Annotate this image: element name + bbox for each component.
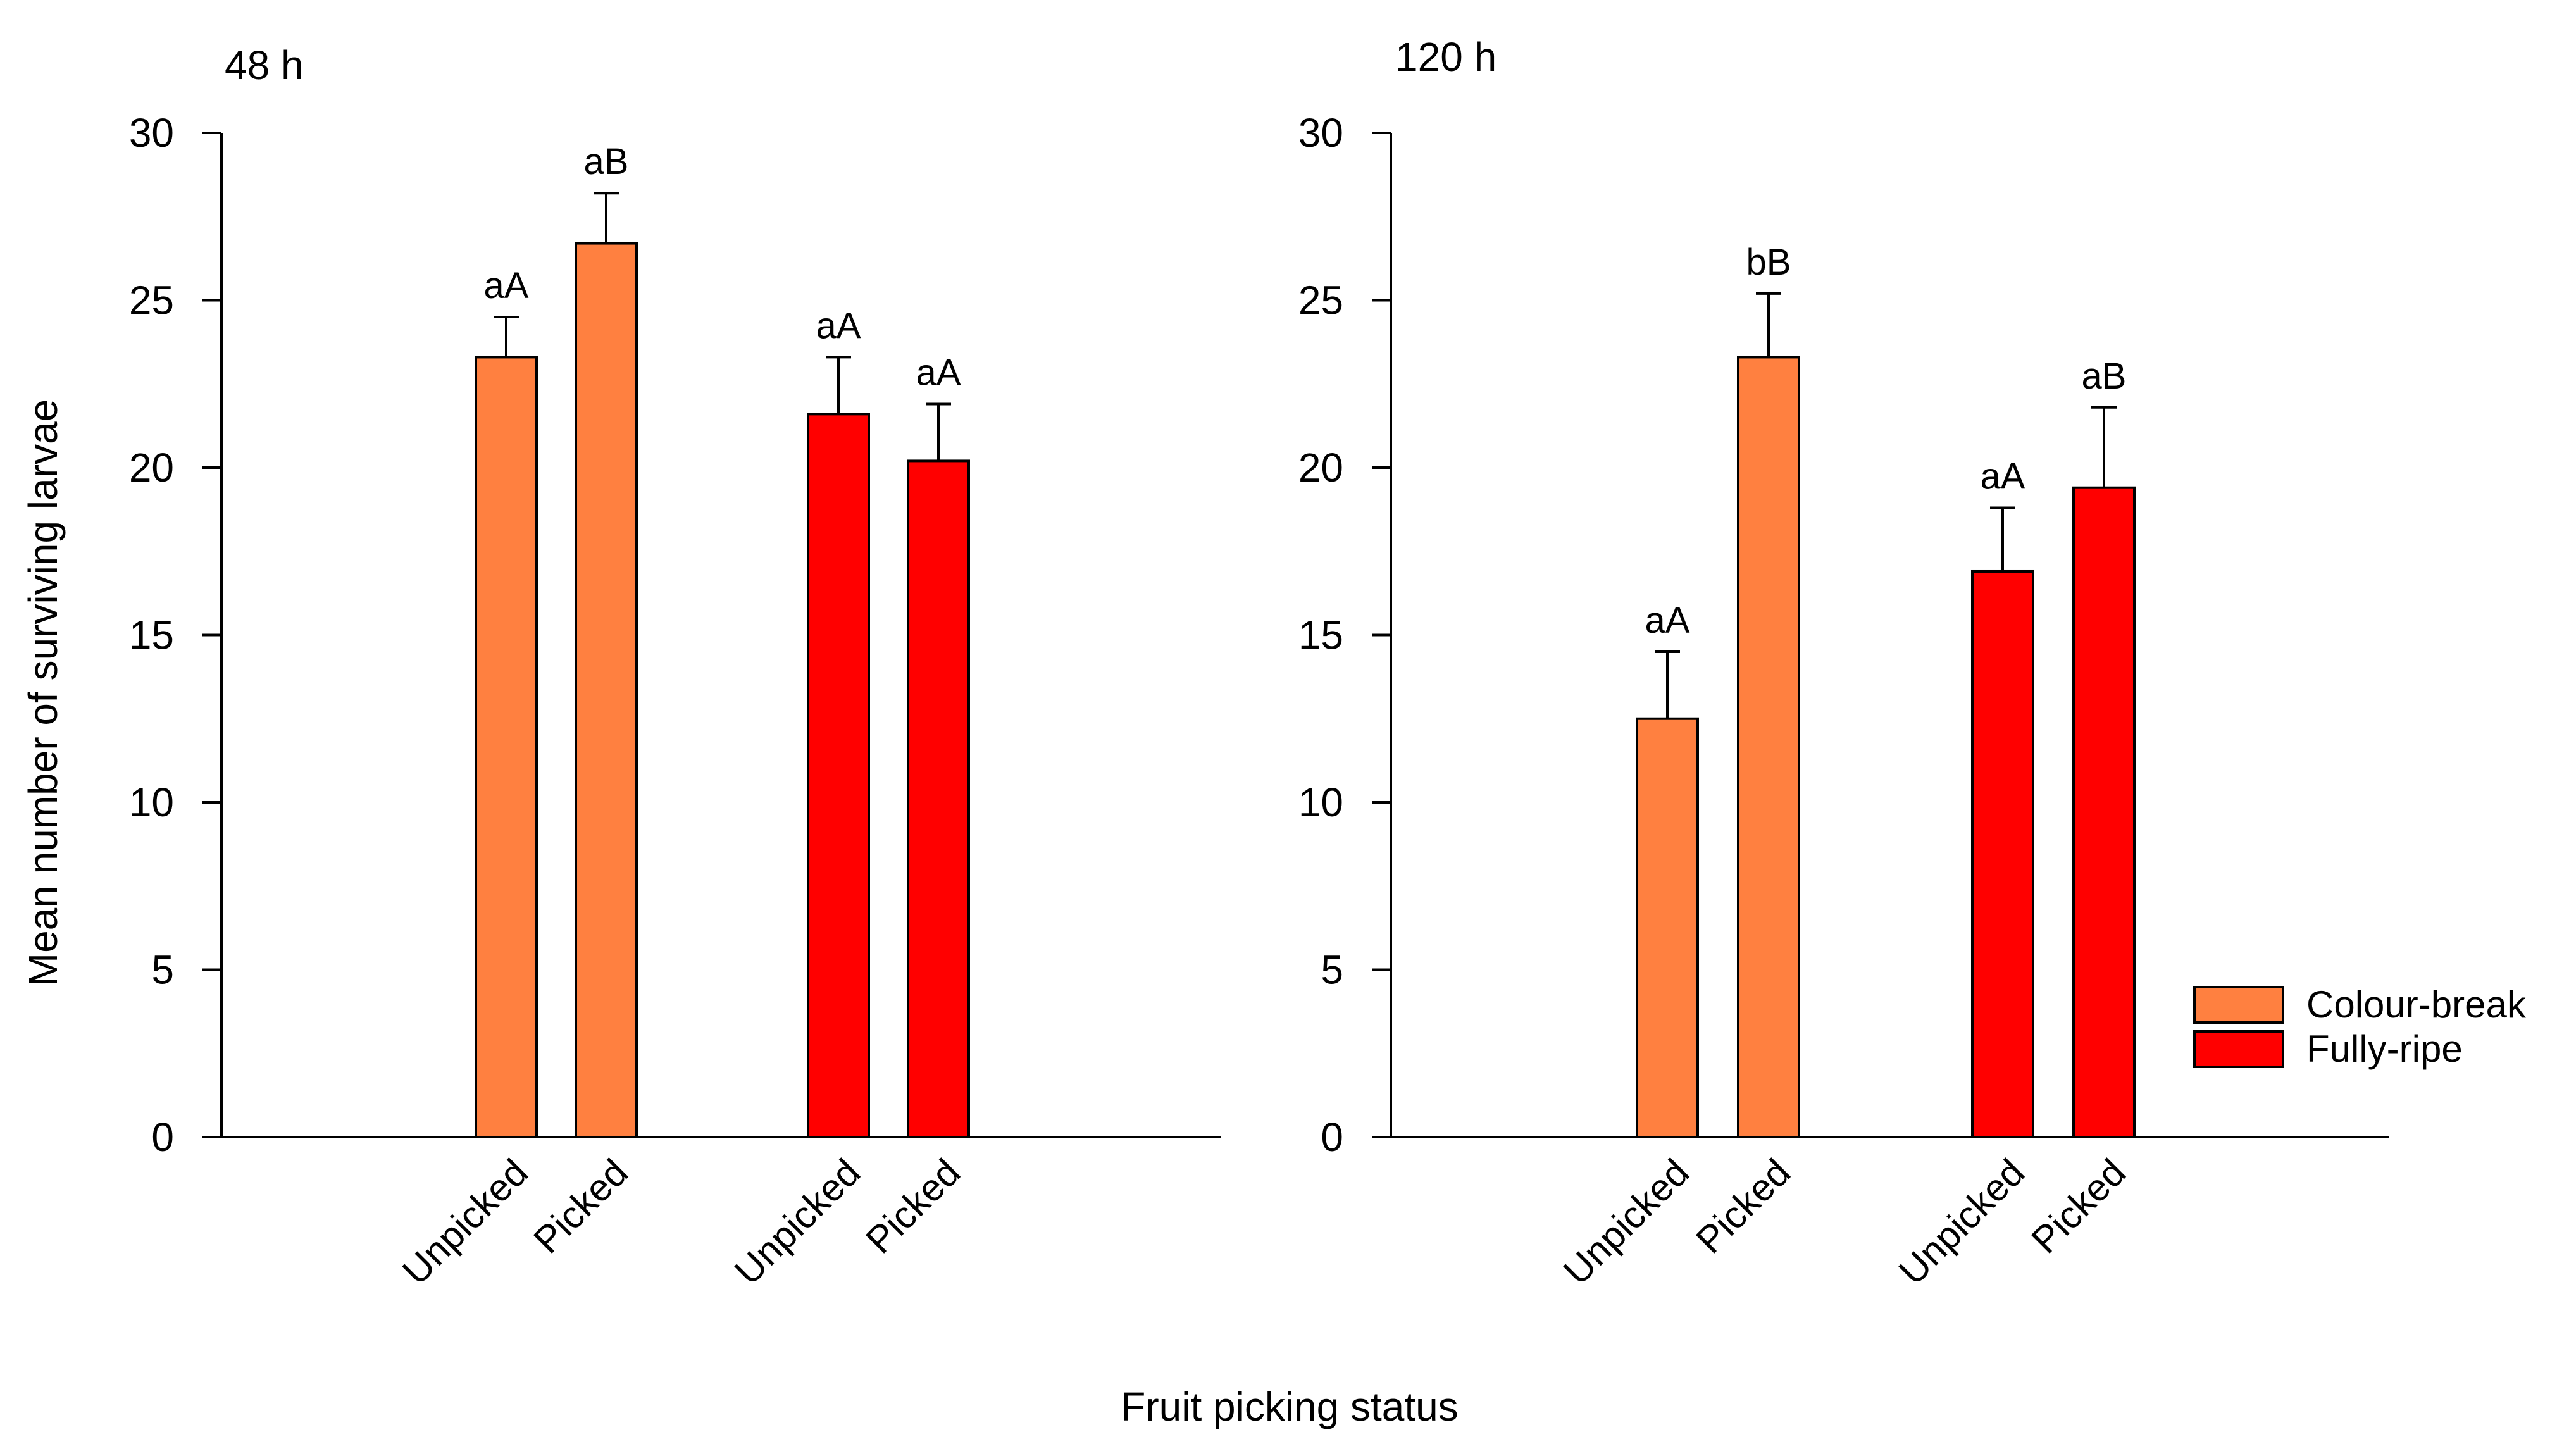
x-tick-label: Unpicked bbox=[726, 1151, 868, 1293]
panel-title: 120 h bbox=[1395, 34, 1496, 80]
significance-label: aA bbox=[916, 352, 961, 393]
significance-label: bB bbox=[1746, 242, 1791, 283]
y-tick-label: 20 bbox=[1298, 445, 1343, 490]
x-tick-label: Picked bbox=[857, 1151, 968, 1262]
panel-title: 48 h bbox=[225, 42, 304, 88]
y-tick-label: 25 bbox=[1298, 278, 1343, 323]
x-tick-label: Picked bbox=[525, 1151, 636, 1262]
y-tick-label: 15 bbox=[129, 613, 174, 658]
bar bbox=[2072, 486, 2136, 1138]
bar bbox=[575, 242, 638, 1139]
significance-label: aB bbox=[584, 141, 629, 182]
y-tick-label: 0 bbox=[151, 1114, 174, 1160]
bar bbox=[1971, 569, 2034, 1138]
chart-panel-48h: 48 h 0 5 10 15 20 25 30 aA Unpicked aB Picked aA Un… bbox=[129, 42, 1221, 1293]
y-tick-label: 10 bbox=[129, 780, 174, 825]
y-axis-label: Mean number of surviving larvae bbox=[20, 399, 66, 986]
x-tick-label: Unpicked bbox=[1891, 1151, 2032, 1293]
legend-label-colour-break: Colour-break bbox=[2306, 983, 2527, 1026]
y-tick-label: 30 bbox=[129, 110, 174, 156]
legend: Colour-break Fully-ripe bbox=[2193, 983, 2527, 1070]
x-axis-label: Fruit picking status bbox=[1121, 1384, 1459, 1429]
legend-swatch-colour-break bbox=[2193, 986, 2284, 1024]
significance-label: aA bbox=[816, 305, 861, 346]
legend-label-fully-ripe: Fully-ripe bbox=[2306, 1028, 2463, 1070]
y-tick-label: 15 bbox=[1298, 613, 1343, 658]
y-tick-label: 30 bbox=[1298, 110, 1343, 156]
legend-swatch-fully-ripe bbox=[2193, 1030, 2284, 1068]
bar bbox=[475, 356, 538, 1138]
chart-panel-120h: 120 h 0 5 10 15 20 25 30 aA Unpicked bB Picked aA U… bbox=[1298, 34, 2389, 1293]
bar bbox=[1636, 717, 1699, 1138]
x-tick-label: Picked bbox=[2023, 1151, 2134, 1262]
significance-label: aA bbox=[484, 265, 529, 306]
significance-label: aA bbox=[1645, 600, 1690, 641]
y-tick-label: 0 bbox=[1321, 1114, 1343, 1160]
significance-label: aB bbox=[2082, 356, 2127, 397]
y-tick-label: 20 bbox=[129, 445, 174, 490]
significance-label: aA bbox=[1981, 456, 2025, 497]
bar bbox=[807, 413, 870, 1138]
x-tick-label: Unpicked bbox=[394, 1151, 536, 1293]
y-tick-label: 25 bbox=[129, 278, 174, 323]
y-tick-label: 5 bbox=[151, 947, 174, 993]
y-tick-label: 10 bbox=[1298, 780, 1343, 825]
bars-group: aA Unpicked aB Picked aA Unpicked aA Picked bbox=[394, 141, 970, 1293]
x-tick-label: Unpicked bbox=[1555, 1151, 1697, 1293]
bar bbox=[907, 459, 970, 1138]
y-axis-ticks: 0 5 10 15 20 25 30 bbox=[1298, 110, 1391, 1160]
x-tick-label: Picked bbox=[1688, 1151, 1798, 1262]
y-axis-ticks: 0 5 10 15 20 25 30 bbox=[129, 110, 221, 1160]
bar bbox=[1737, 356, 1800, 1138]
y-tick-label: 5 bbox=[1321, 947, 1343, 993]
bars-group: aA Unpicked bB Picked aA Unpicked aB Picked bbox=[1555, 242, 2136, 1293]
